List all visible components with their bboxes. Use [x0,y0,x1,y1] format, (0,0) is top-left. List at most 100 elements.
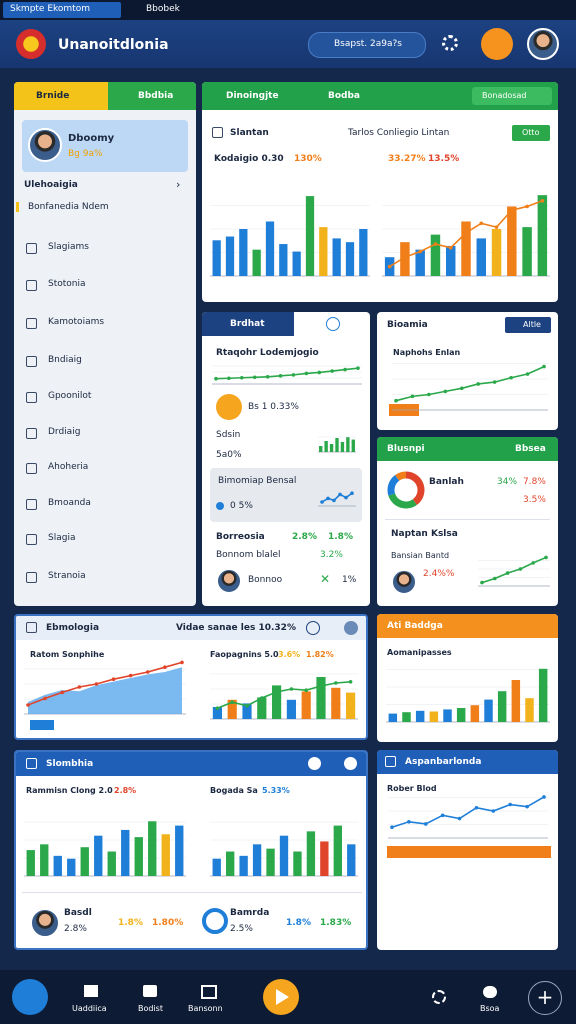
nav-icon[interactable] [201,985,217,999]
bar [400,242,410,276]
tab-label[interactable]: Bbobek [146,4,180,14]
menu-item[interactable]: Stotonia [48,279,86,289]
trend-line-point [43,696,47,701]
line [481,556,547,584]
nav-icon[interactable] [84,985,98,997]
icon-button[interactable] [344,757,357,770]
chart [210,196,370,277]
bar [286,699,296,719]
bar [507,206,517,276]
menu-item[interactable]: Ahoheria [48,462,89,472]
menu-item[interactable]: Slagiams [48,242,89,252]
bar [456,708,466,722]
overview-panel: Dinoingjte Bodba Bonadosad Slantan Tarlo… [202,82,558,302]
nav-icon[interactable] [143,985,157,997]
section-title[interactable]: Ulehoaigia [24,180,78,190]
nav-label[interactable]: Bansonn [188,1004,223,1013]
bar [242,703,252,719]
bar [316,677,326,719]
box-value: 0 5% [230,501,253,511]
report-panel: Aspanbarlonda Rober Blod [377,750,558,950]
icon [212,127,223,138]
bar [430,234,441,276]
trend-line-point [145,670,150,674]
action-label: Bonadosad [482,91,527,100]
menu-item[interactable]: Gpoonilot [48,391,92,401]
trend-line-point [260,696,264,700]
trend-line-point [111,677,116,681]
sidebar-tab[interactable] [108,82,196,110]
trend-line-point [479,221,484,226]
line-point [493,576,497,581]
chart-value: 33.27% [388,154,426,164]
app-header [0,20,576,68]
action-button[interactable] [472,87,552,105]
nav-icon[interactable] [432,990,446,1004]
panel-title: Bbsea [515,444,546,454]
icon-button[interactable] [326,317,340,331]
panel-button[interactable] [505,317,551,333]
bar [497,691,507,722]
bar [445,245,456,276]
active-tab[interactable] [3,2,121,18]
chart-label: Kodaigio 0.30 [214,154,284,164]
icon-button[interactable] [306,621,320,635]
line-point [291,373,296,377]
legend-chip [30,720,54,730]
sidebar-tab[interactable] [14,82,108,110]
line-point [304,371,309,376]
tab-label[interactable]: Dinoingjte [226,91,279,101]
line-point [350,491,354,495]
icon-button[interactable] [308,757,321,770]
panel-title: Slombhia [46,759,94,769]
chart [388,795,548,839]
stat-value: 5a0% [216,450,242,460]
trend-line-point [60,690,65,695]
chart-value: 1.82% [306,650,334,659]
card-button[interactable] [512,125,550,141]
line-point [407,820,411,824]
add-button[interactable]: + [528,981,562,1015]
bar [239,229,248,276]
menu-icon [26,392,37,403]
card-title: Slantan [230,128,269,138]
trend-line-point [77,685,82,689]
icon [26,622,37,633]
chart-title: Faopagnins 5.0 [210,650,279,659]
nav-label[interactable]: Bsoa [480,1004,500,1013]
line-point [410,394,415,399]
menu-item[interactable]: Kamotoiams [48,317,105,327]
line-point [457,816,462,821]
icon-button[interactable] [344,621,358,635]
home-button[interactable] [12,979,48,1015]
icon [26,758,37,769]
logo [16,29,46,59]
nav-label[interactable]: Bodist [138,1004,163,1013]
panel-header [377,437,558,461]
panel-tab[interactable] [202,312,294,336]
menu-item[interactable]: Drdiaig [48,427,81,437]
chart-value: 5.33% [262,786,290,795]
menu-item[interactable]: Slagia [48,533,76,543]
sub-item[interactable]: Bonfanedia Ndem [28,202,109,212]
chart-title: Naphohs Enlan [393,348,461,357]
menu-item[interactable]: Bndiaig [48,355,82,365]
menu-item[interactable]: Stranoia [48,571,86,581]
notification-button[interactable] [481,28,513,60]
donut-segment [395,471,407,481]
nav-icon[interactable] [483,986,497,998]
nav-label[interactable]: Uaddiica [72,1004,107,1013]
menu-item[interactable]: Bmoanda [48,498,91,508]
menu-icon [26,318,37,329]
section-title: Naptan Kslsa [391,529,458,539]
bar [319,446,323,452]
search-box[interactable] [308,32,426,58]
tab-label[interactable]: Bodba [328,91,361,101]
settings-icon[interactable] [442,35,458,51]
play-icon [276,989,289,1005]
bar [324,441,328,452]
line-point [509,375,513,380]
user-avatar[interactable] [527,28,559,60]
bar [335,438,339,452]
